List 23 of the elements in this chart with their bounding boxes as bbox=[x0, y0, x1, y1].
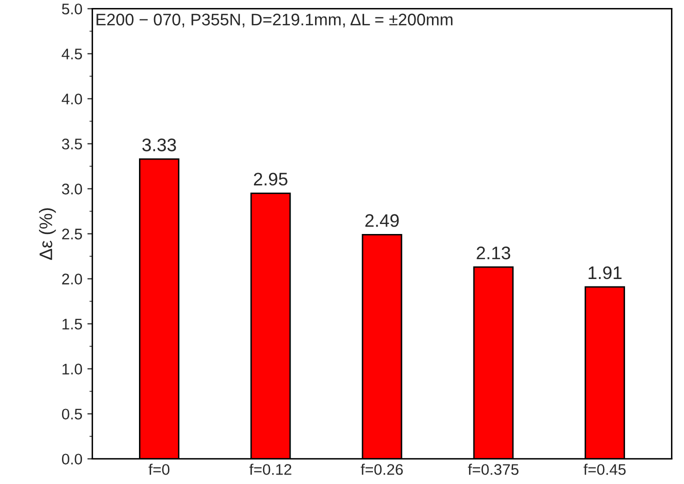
y-tick-label: 1.0 bbox=[62, 364, 82, 374]
y-tick-label: 1.5 bbox=[62, 318, 82, 330]
data-label: 2.95 bbox=[254, 172, 288, 186]
y-tick-label: 5.0 bbox=[62, 4, 82, 14]
chart-title: E200 − 070, P355N, D=219.1mm, ΔL = ±200mm bbox=[96, 14, 452, 28]
data-label: 2.13 bbox=[476, 246, 510, 260]
y-tick-label: 3.0 bbox=[62, 184, 82, 194]
y-tick-label: 0.0 bbox=[62, 454, 82, 465]
data-label: 3.33 bbox=[142, 138, 176, 152]
y-tick-label: 3.5 bbox=[62, 138, 82, 150]
y-tick-label: 2.0 bbox=[62, 274, 82, 284]
x-tick-label: f=0.375 bbox=[468, 464, 518, 475]
data-label: 2.49 bbox=[365, 214, 399, 227]
x-tick-label: f=0.12 bbox=[249, 464, 292, 475]
data-label: 1.91 bbox=[588, 266, 622, 280]
x-tick-label: f=0.26 bbox=[360, 464, 403, 475]
y-tick-label: 4.5 bbox=[62, 48, 82, 60]
y-tick-label: 2.5 bbox=[62, 228, 82, 240]
x-tick-label: f=0.45 bbox=[584, 464, 626, 475]
x-tick-label: f=0 bbox=[148, 464, 170, 475]
y-axis-title: Δε (%) bbox=[38, 208, 56, 260]
y-tick-label: 0.5 bbox=[62, 408, 82, 420]
y-tick-label: 4.0 bbox=[62, 94, 82, 104]
